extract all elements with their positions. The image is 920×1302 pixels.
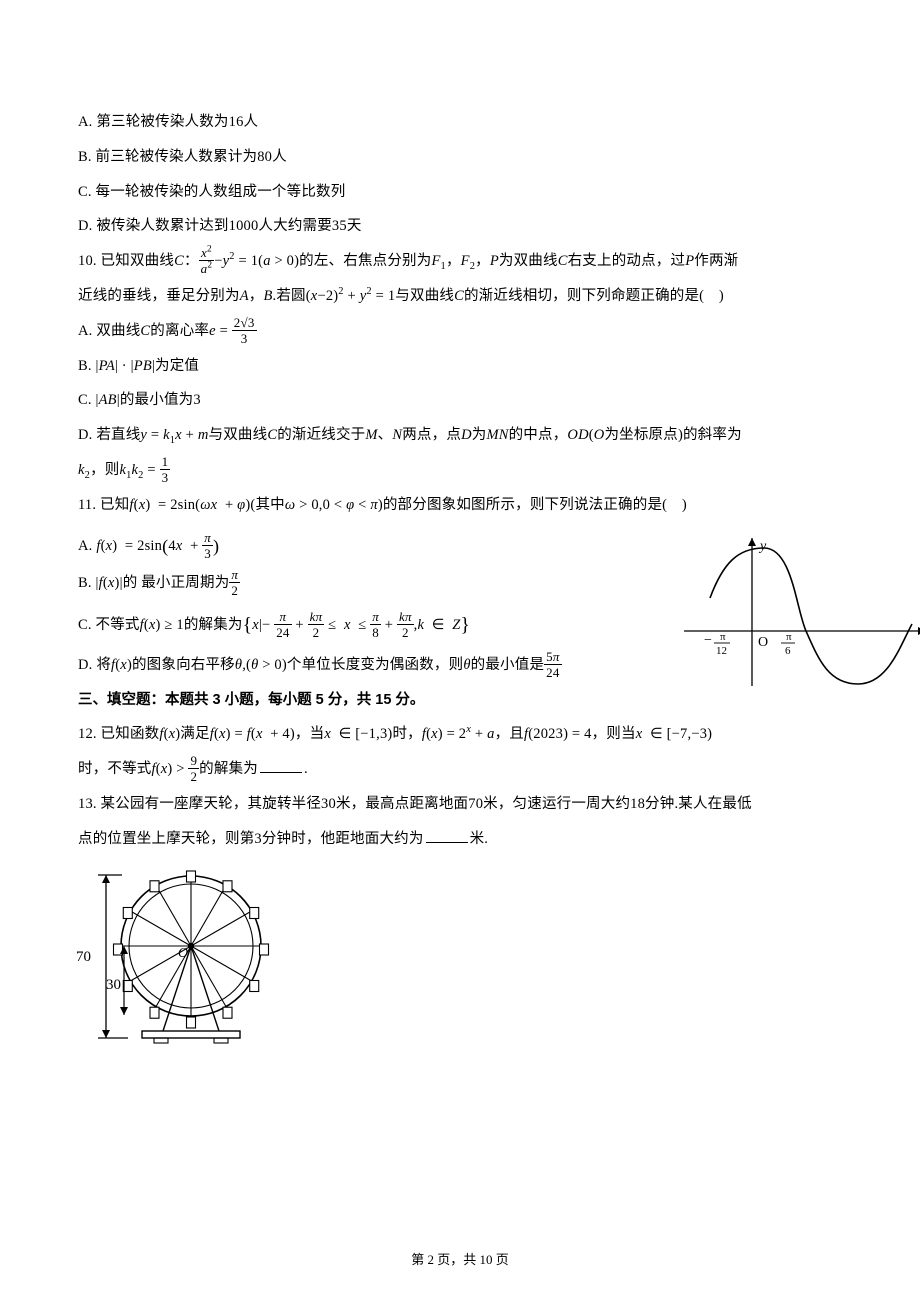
origin-label: O xyxy=(758,635,768,650)
q9-option-c: C. 每一轮被传染的人数组成一个等比数列 xyxy=(78,175,842,210)
y-axis-label: y xyxy=(758,539,767,554)
t: 的解集为 xyxy=(199,761,258,777)
t: 的 最小正周期为 xyxy=(123,575,230,591)
t: (其中 xyxy=(250,497,284,513)
t: ，当 xyxy=(295,726,324,742)
t: 为坐标原点)的斜率为 xyxy=(604,427,741,443)
q12-stem-line2: 时，不等式f(x) > 92的解集为. xyxy=(78,752,842,787)
q9-option-b: B. 前三轮被传染人数累计为80人 xyxy=(78,140,842,175)
t: 的解集为 xyxy=(184,617,243,633)
t: 时，不等式 xyxy=(78,761,152,777)
t: B. xyxy=(78,575,96,591)
tick-left-den: 12 xyxy=(716,645,727,657)
t: 的渐近线交于 xyxy=(277,427,365,443)
t: 11. 已知 xyxy=(78,497,129,513)
q11-stem: 11. 已知f(x) = 2sin(ωx + φ)(其中ω > 0,0 < φ … xyxy=(78,488,842,523)
t: 米. xyxy=(470,831,489,847)
page: A. 第三轮被传染人数为16人 B. 前三轮被传染人数累计为80人 C. 每一轮… xyxy=(0,0,920,1302)
q10-stem-line1: 10. 已知双曲线C：x2a2−y2 = 1(a > 0)的左、右焦点分别为F1… xyxy=(78,244,842,279)
t: A. xyxy=(78,538,96,554)
q10-t: 与双曲线 xyxy=(395,288,454,304)
q10-t: 近线的垂线，垂足分别为 xyxy=(78,288,240,304)
dim-30: 30 xyxy=(106,977,121,993)
q10-t: 作两渐 xyxy=(694,253,738,269)
tick-left-num: π xyxy=(720,631,726,643)
t: 点的位置坐上摩天轮，则第3分钟时，他距地面大约为 xyxy=(78,831,424,847)
t: D. 若直线 xyxy=(78,427,140,443)
t: )的部分图象如图所示，则下列说法正确的是( ) xyxy=(378,497,687,513)
blank-q13 xyxy=(426,830,468,843)
q13-ferris-figure: O 70 30 xyxy=(68,861,288,1051)
t: C. 不等式 xyxy=(78,617,140,633)
svg-text:−: − xyxy=(704,633,712,648)
t: 个单位长度变为偶函数，则 xyxy=(287,657,463,673)
q10-option-c: C. |AB|的最小值为3 xyxy=(78,383,842,418)
q10-t: 若圆 xyxy=(276,288,305,304)
t: 时， xyxy=(392,726,421,742)
page-footer: 第 2 页，共 10 页 xyxy=(0,1249,920,1268)
q10a-t: A. 双曲线 xyxy=(78,323,140,339)
t: . xyxy=(304,761,308,777)
q10-stem-line2: 近线的垂线，垂足分别为A，B.若圆(x−2)2 + y2 = 1与双曲线C的渐近… xyxy=(78,279,842,314)
t: D. 将 xyxy=(78,657,111,673)
q10-option-b: B. |PA| · |PB|为定值 xyxy=(78,349,842,384)
q9-option-d: D. 被传染人数累计达到1000人大约需要35天 xyxy=(78,209,842,244)
t: 与双曲线 xyxy=(209,427,268,443)
q13-stem-line2: 点的位置坐上摩天轮，则第3分钟时，他距地面大约为 米. xyxy=(78,822,842,857)
q10-option-d-line1: D. 若直线y = k1x + m与双曲线C的渐近线交于M、N两点，点D为MN的… xyxy=(78,418,842,453)
t: ，则当 xyxy=(592,726,636,742)
q13-stem-line1: 13. 某公园有一座摩天轮，其旋转半径30米，最高点距离地面70米，匀速运行一周… xyxy=(78,787,842,822)
t: ，且 xyxy=(495,726,524,742)
q10-t: 右支上的动点，过 xyxy=(568,253,686,269)
q11-sine-figure: y x O − π 12 π 6 xyxy=(678,528,920,698)
t: 的图象向右平移 xyxy=(132,657,235,673)
wheel-center-label: O xyxy=(178,946,188,961)
dim-70: 70 xyxy=(76,949,91,965)
t: 的最小值是 xyxy=(471,657,545,673)
t: 12. 已知函数 xyxy=(78,726,159,742)
q10a-t: 的离心率 xyxy=(150,323,209,339)
tick-right-den: 6 xyxy=(785,645,791,657)
q10-t: 的左、右焦点分别为 xyxy=(299,253,431,269)
q12-stem-line1: 12. 已知函数f(x)满足f(x) = f(x + 4)，当x ∈ [−1,3… xyxy=(78,717,842,752)
q9-option-a: A. 第三轮被传染人数为16人 xyxy=(78,105,842,140)
q10-t: 的渐近线相切，则下列命题正确的是( ) xyxy=(464,288,724,304)
t: ，则 xyxy=(90,462,119,478)
q10-t: ， xyxy=(446,253,461,269)
t: 为 xyxy=(472,427,487,443)
q10-option-d-line2: k2，则k1k2 = 13 xyxy=(78,453,842,488)
q10-option-a: A. 双曲线C的离心率e = 2√33 xyxy=(78,314,842,349)
q10-t: 为双曲线 xyxy=(499,253,558,269)
q10-text: 10. 已知双曲线 xyxy=(78,253,174,269)
t: 两点，点 xyxy=(402,427,461,443)
t: 的中点， xyxy=(509,427,568,443)
t: 满足 xyxy=(180,726,209,742)
blank-q12 xyxy=(260,760,302,773)
tick-right-num: π xyxy=(786,631,792,643)
